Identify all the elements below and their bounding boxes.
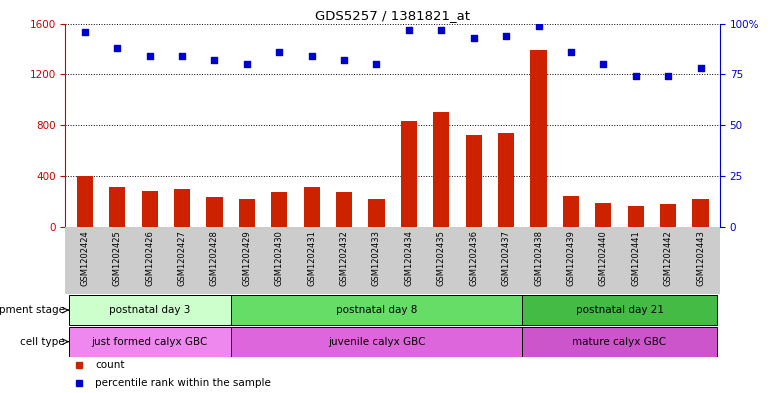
- Text: GSM1202425: GSM1202425: [112, 230, 122, 286]
- Text: GSM1202436: GSM1202436: [469, 230, 478, 286]
- Text: juvenile calyx GBC: juvenile calyx GBC: [328, 337, 425, 347]
- Title: GDS5257 / 1381821_at: GDS5257 / 1381821_at: [315, 9, 470, 22]
- Point: [532, 22, 544, 29]
- Text: GSM1202431: GSM1202431: [307, 230, 316, 286]
- Bar: [660, 204, 676, 227]
- Text: GSM1202433: GSM1202433: [372, 230, 381, 286]
- Bar: [174, 189, 190, 227]
- Point: [143, 53, 156, 59]
- Text: GSM1202443: GSM1202443: [696, 230, 705, 286]
- Text: GSM1202437: GSM1202437: [501, 230, 511, 286]
- Bar: [231, 295, 522, 325]
- Bar: [239, 199, 255, 227]
- Bar: [69, 295, 231, 325]
- Bar: [498, 133, 514, 227]
- Bar: [336, 192, 352, 227]
- Point: [630, 73, 642, 79]
- Point: [306, 53, 318, 59]
- Bar: [563, 196, 579, 227]
- Bar: [303, 187, 320, 227]
- Point: [695, 65, 707, 72]
- Text: GSM1202430: GSM1202430: [275, 230, 284, 286]
- Text: GSM1202442: GSM1202442: [664, 230, 673, 286]
- Point: [598, 61, 610, 67]
- Text: GSM1202441: GSM1202441: [631, 230, 640, 286]
- Text: GSM1202424: GSM1202424: [80, 230, 89, 286]
- Text: GSM1202435: GSM1202435: [437, 230, 446, 286]
- Bar: [77, 176, 93, 227]
- Point: [662, 73, 675, 79]
- Bar: [522, 327, 717, 357]
- Point: [338, 57, 350, 63]
- Text: GSM1202438: GSM1202438: [534, 230, 543, 286]
- Bar: [531, 50, 547, 227]
- Text: GSM1202426: GSM1202426: [146, 230, 154, 286]
- Bar: [628, 206, 644, 227]
- Point: [467, 35, 480, 41]
- Text: percentile rank within the sample: percentile rank within the sample: [95, 378, 271, 388]
- Point: [241, 61, 253, 67]
- Text: just formed calyx GBC: just formed calyx GBC: [92, 337, 208, 347]
- Point: [435, 27, 447, 33]
- Bar: [142, 191, 158, 227]
- Bar: [595, 203, 611, 227]
- Point: [79, 29, 91, 35]
- Point: [403, 27, 415, 33]
- Text: cell type: cell type: [20, 337, 65, 347]
- Text: GSM1202432: GSM1202432: [340, 230, 349, 286]
- Bar: [466, 135, 482, 227]
- Point: [500, 33, 512, 39]
- Text: development stage: development stage: [0, 305, 65, 315]
- Bar: [522, 295, 717, 325]
- Bar: [401, 121, 417, 227]
- Point: [111, 45, 123, 51]
- Text: postnatal day 21: postnatal day 21: [575, 305, 664, 315]
- Point: [209, 57, 221, 63]
- Text: GSM1202429: GSM1202429: [243, 230, 251, 286]
- Point: [564, 49, 577, 55]
- Bar: [368, 199, 384, 227]
- Bar: [69, 327, 231, 357]
- Point: [370, 61, 383, 67]
- Text: GSM1202428: GSM1202428: [210, 230, 219, 286]
- Text: GSM1202440: GSM1202440: [599, 230, 608, 286]
- Point: [273, 49, 286, 55]
- Bar: [434, 112, 450, 227]
- Point: [176, 53, 188, 59]
- Text: postnatal day 8: postnatal day 8: [336, 305, 417, 315]
- Bar: [271, 192, 287, 227]
- Text: GSM1202434: GSM1202434: [404, 230, 413, 286]
- Text: GSM1202427: GSM1202427: [178, 230, 186, 286]
- Text: GSM1202439: GSM1202439: [567, 230, 575, 286]
- Text: mature calyx GBC: mature calyx GBC: [572, 337, 667, 347]
- Text: count: count: [95, 360, 125, 370]
- Bar: [109, 187, 126, 227]
- Bar: [692, 199, 708, 227]
- Text: postnatal day 3: postnatal day 3: [109, 305, 190, 315]
- Bar: [231, 327, 522, 357]
- Bar: [206, 197, 223, 227]
